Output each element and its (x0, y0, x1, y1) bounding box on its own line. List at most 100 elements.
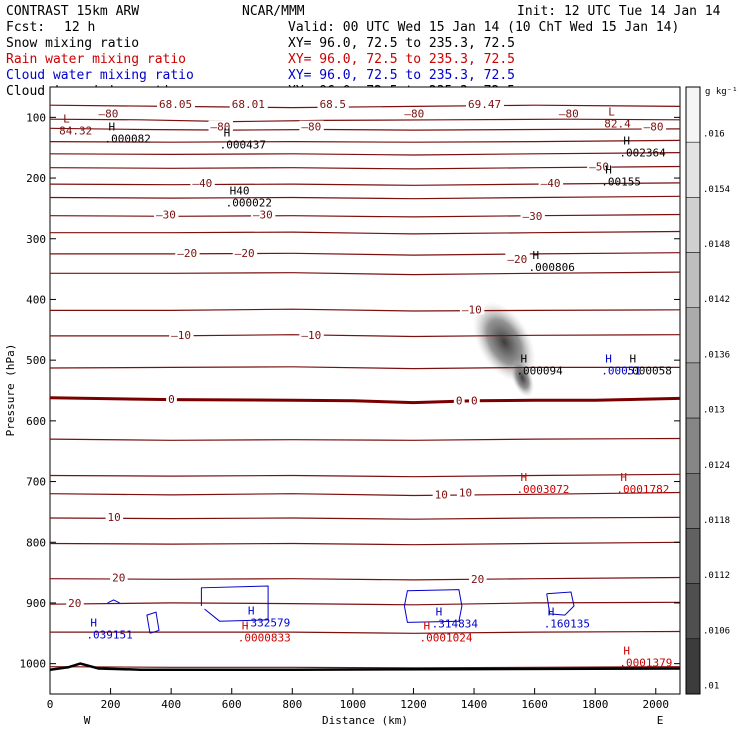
init-time: Init: 12 UTC Tue 14 Jan 14 (517, 4, 721, 19)
field-xy-2: XY= 96.0, 72.5 to 235.3, 72.5 (288, 68, 515, 83)
colorbar-bin-8 (685, 528, 701, 584)
fcst-label: Fcst: (6, 20, 45, 35)
colorbar-tick-9: .0106 (703, 626, 730, 636)
colorbar-tick-5: .013 (703, 406, 725, 416)
temp-contour-12 (50, 308, 681, 312)
colorbar-tick-4: .0136 (703, 350, 730, 360)
contour-label-bg-20 (169, 328, 194, 340)
x-tick-label-1: 200 (101, 698, 121, 711)
extremum-mark-17: H (436, 606, 443, 619)
extremum-value-1: .000082 (105, 133, 151, 146)
contour-label-5: 69.47 (468, 98, 501, 111)
colorbar-tick-10: .01 (703, 681, 719, 691)
colorbar-tick-2: .0148 (703, 240, 730, 250)
contour-label-bg-5 (465, 98, 504, 110)
cloud-contour-3 (546, 591, 575, 616)
extremum-value-0: 84.32 (59, 125, 92, 138)
temp-contour-0 (49, 104, 681, 109)
extremum-mark-1: H (109, 121, 116, 134)
contour-label-10: –50 (589, 161, 609, 174)
surface-line (49, 662, 681, 671)
contour-label-bg-11 (190, 177, 215, 189)
colorbar-tick-8: .0112 (703, 571, 730, 581)
extremum-mark-18: H (548, 606, 555, 619)
contour-label-18: –20 (507, 253, 527, 266)
y-tick-label-1: 200 (26, 172, 46, 185)
temp-contour-19 (49, 516, 681, 520)
extremum-mark-7: H (533, 249, 540, 262)
fcst-value: 12 h (64, 20, 95, 35)
contour-label-bg-18 (505, 252, 530, 264)
axes: 0 200 400 600 800 1000 1200 1400 1600 1800 2000100… (20, 111, 680, 711)
contour-label-29: 20 (68, 597, 81, 610)
colorbar-bin-9 (685, 583, 701, 640)
contour-label-bg-26 (432, 488, 451, 500)
temp-contour-1 (49, 118, 681, 123)
temperature-contours (49, 104, 681, 671)
x-tick-label-8: 1600 (521, 698, 548, 711)
x-tick-label-0: 0 (47, 698, 54, 711)
contour-label-8: –80 (301, 121, 321, 134)
temp-contour-13 (50, 334, 681, 338)
contour-label-3: 68.5 (320, 98, 347, 111)
extremum-value-18: .160135 (544, 618, 590, 631)
temp-contour-15 (49, 396, 681, 405)
contour-label-bg-4 (402, 107, 427, 119)
temp-contour-17 (49, 473, 681, 478)
contour-label-bg-9 (641, 120, 667, 132)
extremum-value-14: .332579 (244, 616, 290, 629)
extremum-mark-5: H (605, 164, 612, 177)
extremum-mark-8: H (520, 352, 527, 365)
contour-labels: –80 68.05 68.01 68.5 –80 69.47 –80 –80 –80 –80 –50… (66, 98, 667, 610)
contour-label-bg-1 (157, 98, 196, 110)
field-xy-0: XY= 96.0, 72.5 to 235.3, 72.5 (288, 36, 515, 51)
extremum-value-5: .00155 (601, 176, 641, 189)
temp-contour-11 (50, 271, 681, 276)
extremum-value-8: .000094 (516, 364, 563, 377)
temp-contour-21 (49, 576, 681, 581)
y-tick-label-7: 800 (26, 536, 46, 549)
extremum-mark-13: H (90, 616, 97, 629)
extremum-value-9: .00051 (601, 364, 641, 377)
temp-contour-18 (49, 491, 681, 497)
x-tick-label-7: 1400 (461, 698, 488, 711)
field-name-2: Cloud water mixing ratio (6, 68, 194, 83)
extremum-value-6: .000022 (226, 196, 272, 209)
contour-label-16: –20 (177, 247, 197, 260)
cloud-contour-4 (107, 599, 120, 604)
contour-label-13: –30 (156, 209, 176, 222)
field-xy-1: XY= 96.0, 72.5 to 235.3, 72.5 (288, 52, 515, 67)
extremum-value-7: .000806 (529, 261, 575, 274)
x-axis-label: Distance (km) (322, 714, 408, 727)
contour-label-bg-15 (520, 209, 545, 221)
extremum-mark-19: H (623, 644, 630, 657)
colorbar: .016 .0154 .0148 .0142 .0136 .013 .0124 .0118 .0… (685, 86, 730, 695)
colorbar-bin-4 (685, 307, 701, 364)
y-tick-label-8: 900 (26, 597, 46, 610)
temp-contour-4 (49, 152, 681, 156)
contour-label-bg-2 (229, 98, 268, 110)
cloud-water-contours (107, 585, 575, 634)
colorbar-bin-5 (685, 362, 701, 419)
contour-label-22: 0 (168, 393, 175, 406)
x-tick-label-6: 1200 (400, 698, 427, 711)
y-tick-label-2: 300 (26, 233, 46, 246)
contour-label-1: 68.05 (159, 98, 192, 111)
extremum-value-12: .0001782 (616, 483, 669, 496)
colorbar-tick-3: .0142 (703, 295, 730, 305)
contour-label-bg-14 (250, 208, 276, 220)
extremum-mark-12: H (620, 471, 627, 484)
x-tick-label-5: 1000 (340, 698, 367, 711)
contour-label-20: –10 (171, 329, 191, 342)
colorbar-tick-1: .0154 (703, 185, 730, 195)
x-tick-label-2: 400 (161, 698, 181, 711)
cloud-contour-2 (403, 589, 463, 623)
contour-label-17: –20 (235, 247, 255, 260)
y-axis-label: Pressure (hPa) (4, 344, 17, 437)
extremum-mark-10: H (629, 352, 636, 365)
contour-label-bg-21 (299, 328, 324, 340)
snow-blob-tail (510, 358, 534, 398)
contour-label-bg-17 (232, 246, 258, 258)
y-tick-label-9: 1000 (20, 658, 47, 671)
plot-frame (49, 86, 681, 695)
